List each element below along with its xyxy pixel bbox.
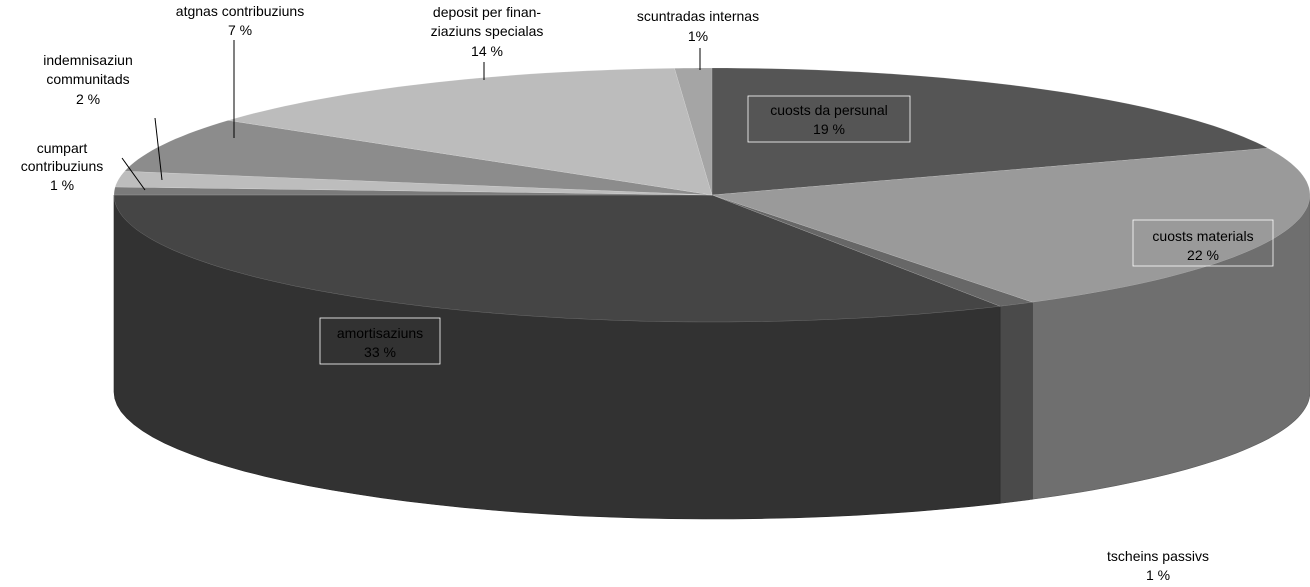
pie-slice-scuntradas-internas <box>674 67 713 196</box>
label-cuosts-da-persunal-value: 19 % <box>813 121 845 137</box>
label-indemnisaziun-communitads: indemnisaziun communitads 2 % <box>43 52 133 107</box>
label-tscheins-passivs-name: tscheins passivs <box>1107 548 1209 564</box>
label-cuosts-materials-value: 22 % <box>1187 247 1219 263</box>
label-amortisaziuns: amortisaziuns 33 % <box>319 317 441 365</box>
pie-slice-cumpart-contribuziuns <box>113 186 713 196</box>
pie-side-tscheins-passivs <box>999 301 1033 504</box>
label-amortisaziuns-name: amortisaziuns <box>337 325 423 341</box>
label-cumpart-contribuziuns-line1: cumpart <box>37 140 88 156</box>
label-atgnas-contribuziuns: atgnas contribuziuns 7 % <box>176 3 304 38</box>
label-cuosts-materials-name: cuosts materials <box>1152 228 1253 244</box>
label-cumpart-contribuziuns-line2: contribuziuns <box>21 158 104 174</box>
label-cuosts-da-persunal-name: cuosts da persunal <box>770 102 888 118</box>
label-atgnas-contribuziuns-name: atgnas contribuziuns <box>176 3 304 19</box>
label-box-amortisaziuns <box>319 317 441 365</box>
leader-line-cumpart-contribuziuns <box>121 157 146 191</box>
pie-slice-deposit-per-finanziaziuns-specialas <box>228 68 713 196</box>
label-cumpart-contribuziuns-value: 1 % <box>50 177 74 193</box>
label-box-cuosts-da-persunal <box>747 95 911 143</box>
label-indemnisaziun-communitads-line2: communitads <box>46 71 129 87</box>
label-deposit-value: 14 % <box>471 43 503 59</box>
label-deposit-line1: deposit per finan- <box>433 4 542 20</box>
label-atgnas-contribuziuns-value: 7 % <box>228 22 252 38</box>
pie-slice-amortisaziuns <box>113 194 1001 323</box>
leader-line-indemnisaziun-communitads <box>154 117 163 181</box>
label-deposit-per-finanziaziuns-specialas: deposit per finan- ziaziuns specialas 14… <box>431 4 544 59</box>
pie-slice-tscheins-passivs <box>711 194 1033 307</box>
pie-slice-indemnisaziun-communitads <box>114 170 713 196</box>
pie-sides <box>113 194 1310 520</box>
label-tscheins-passivs: tscheins passivs 1 % <box>1107 548 1209 583</box>
label-scuntradas-internas-value: 1% <box>688 28 708 44</box>
label-amortisaziuns-value: 33 % <box>364 344 396 360</box>
label-cuosts-da-persunal: cuosts da persunal 19 % <box>747 95 911 143</box>
pie-slice-cuosts-da-persunal <box>711 67 1269 196</box>
pie-slice-atgnas-contribuziuns <box>124 120 713 196</box>
label-cumpart-contribuziuns: cumpart contribuziuns 1 % <box>21 140 104 193</box>
label-scuntradas-internas-name: scuntradas internas <box>637 8 759 24</box>
label-box-cuosts-materials <box>1132 219 1274 267</box>
label-cuosts-materials: cuosts materials 22 % <box>1132 219 1274 267</box>
pie-tops <box>113 67 1310 323</box>
label-scuntradas-internas: scuntradas internas 1% <box>637 8 759 44</box>
leader-lines <box>121 40 701 191</box>
label-indemnisaziun-communitads-value: 2 % <box>76 91 100 107</box>
label-indemnisaziun-communitads-line1: indemnisaziun <box>43 52 133 68</box>
pie-side-amortisaziuns <box>113 194 1001 520</box>
label-deposit-line2: ziaziuns specialas <box>431 23 544 39</box>
label-tscheins-passivs-value: 1 % <box>1146 567 1170 583</box>
pie-slice-cuosts-materials <box>711 147 1310 303</box>
